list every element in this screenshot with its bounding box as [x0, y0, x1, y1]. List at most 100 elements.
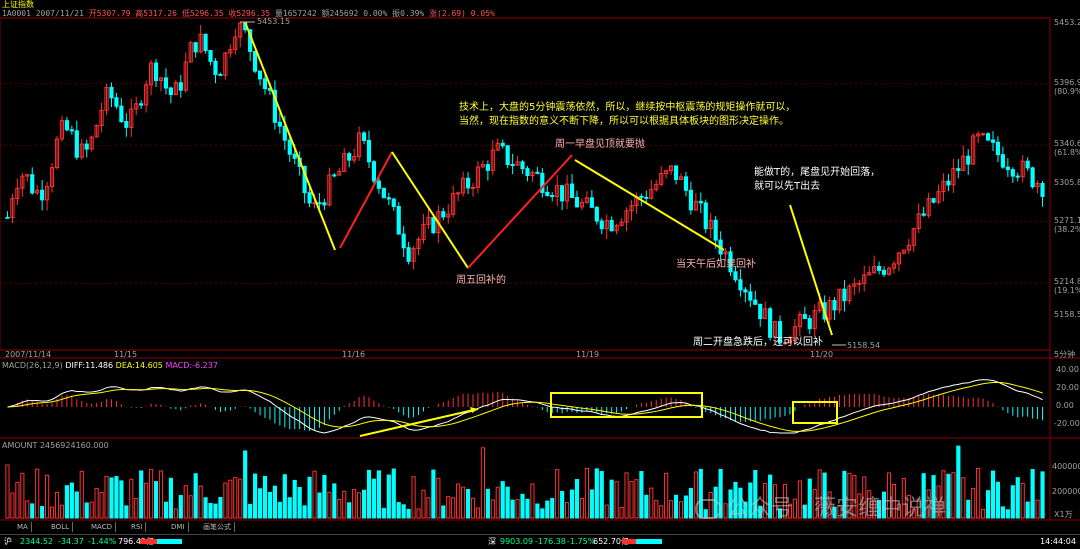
- candle-body: [109, 86, 114, 99]
- candle-body: [609, 219, 614, 232]
- amount-bar: [233, 477, 238, 519]
- candle-body: [678, 176, 684, 181]
- macd-arrow-head: [470, 407, 478, 413]
- diff-line: [7, 379, 1043, 434]
- high-price: 高5317.26: [135, 9, 177, 18]
- tab-boll[interactable]: BOLL: [48, 522, 73, 532]
- sz-label: 深: [488, 537, 496, 546]
- candle-body: [381, 187, 386, 199]
- candle-body: [495, 142, 500, 151]
- macd-diff: DIFF:11.486: [65, 361, 114, 370]
- amount-bar: [456, 483, 461, 519]
- candle-body: [649, 188, 654, 199]
- amount-bar: [792, 498, 797, 519]
- amount-bar: [282, 474, 287, 519]
- macd-lines: [7, 379, 1043, 434]
- amount-bar: [891, 483, 897, 519]
- candle-body: [639, 195, 644, 198]
- tab-rsi[interactable]: RSI: [128, 522, 147, 532]
- candle-body: [213, 60, 218, 75]
- candle-body: [54, 138, 60, 169]
- candle-body: [277, 121, 282, 127]
- amount-bar: [966, 499, 971, 519]
- annotation-tuesday: 周二开盘急跌后，还可以回补: [693, 337, 823, 348]
- candle-body: [505, 145, 510, 166]
- amount-bar: [550, 498, 555, 519]
- candle-body: [777, 321, 783, 344]
- candle-body: [357, 132, 362, 158]
- candle-body: [401, 233, 406, 249]
- amount-bar: [69, 482, 74, 519]
- price-tick: (61.8%): [1054, 148, 1080, 157]
- candle-body: [431, 216, 436, 234]
- amount-bar: [139, 470, 144, 519]
- candle-body: [178, 82, 183, 91]
- amount-bar: [426, 497, 431, 519]
- price-tick: 5158.5: [1054, 310, 1080, 319]
- amount-bar: [386, 474, 391, 519]
- amount-bar: [693, 471, 698, 519]
- amount-bar: [718, 469, 723, 519]
- tab-formula[interactable]: 画笔公式: [200, 522, 235, 532]
- amount-bar: [262, 475, 268, 519]
- amount-bar: [659, 505, 664, 519]
- candle-body: [688, 189, 693, 211]
- amount-bar: [1015, 477, 1020, 519]
- tab-macd[interactable]: MACD: [88, 522, 116, 532]
- amount-bar: [921, 473, 926, 519]
- macd-box-2: [792, 401, 838, 424]
- amount-bar: [475, 507, 481, 519]
- candle-body: [470, 186, 476, 189]
- candle-body: [951, 168, 956, 186]
- candle-body: [604, 219, 609, 230]
- red-up-1: [339, 151, 393, 249]
- candle-body: [20, 175, 25, 189]
- candle-body: [396, 205, 401, 235]
- tab-dmi[interactable]: DMI: [168, 522, 189, 532]
- amount-bar: [782, 483, 788, 519]
- amount-bar: [916, 498, 921, 519]
- candle-body: [40, 189, 45, 201]
- amount-bar: [257, 488, 263, 519]
- amount-bar: [411, 476, 416, 519]
- candle-body: [565, 183, 570, 202]
- price-tick: (19.1%): [1054, 286, 1080, 295]
- wechat-icon: [695, 499, 721, 519]
- candle-body: [941, 180, 946, 193]
- candle-body: [1030, 167, 1035, 188]
- amount-bar: [565, 502, 570, 519]
- candle-body: [832, 300, 837, 311]
- annotation-friday: 周五回补的: [456, 275, 506, 286]
- amount-bar: [1005, 509, 1010, 519]
- candle-body: [25, 174, 30, 177]
- amount-bar: [520, 493, 525, 519]
- candle-body: [282, 125, 287, 141]
- candle-body: [253, 50, 258, 72]
- candle-body: [827, 300, 832, 320]
- amount-bar: [1040, 471, 1045, 519]
- annotation-t-2: 就可以先T出去: [754, 181, 821, 192]
- candle-body: [352, 156, 357, 161]
- candle-body: [837, 288, 842, 311]
- tab-ma[interactable]: MA: [14, 522, 32, 532]
- candle-body: [981, 133, 986, 136]
- candle-body: [347, 153, 352, 161]
- amount-bar: [688, 487, 693, 519]
- amount-tick: 400000: [1052, 462, 1080, 471]
- amount-bar: [629, 480, 634, 519]
- amount-bar: [158, 470, 164, 519]
- annotation-monday: 周一早盘见顶就要抛: [555, 139, 645, 150]
- amount-bar: [322, 474, 327, 519]
- amount-bar: [985, 490, 991, 519]
- candle-body: [158, 77, 164, 82]
- candle-body: [337, 170, 342, 176]
- candle-body: [847, 285, 852, 302]
- amount-bar: [431, 469, 436, 519]
- amount-bar: [599, 471, 604, 519]
- amount-bar: [822, 472, 827, 519]
- amount-bar: [253, 473, 258, 519]
- amount-bar: [193, 473, 198, 519]
- candle-body: [659, 172, 664, 185]
- amount-bar: [753, 470, 758, 519]
